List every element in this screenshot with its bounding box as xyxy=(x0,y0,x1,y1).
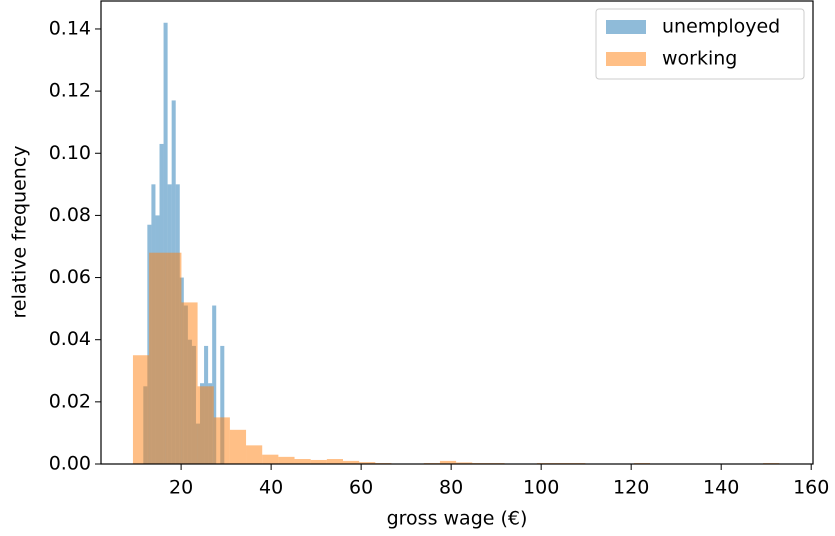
bar xyxy=(213,417,230,464)
bar xyxy=(165,252,182,464)
y-tick-label: 0.14 xyxy=(49,17,91,39)
bar xyxy=(439,460,457,464)
bar xyxy=(220,345,225,464)
legend-swatch xyxy=(606,20,646,34)
y-tick-label: 0.02 xyxy=(49,390,91,412)
bar xyxy=(278,456,295,464)
y-tick-label: 0.12 xyxy=(49,80,91,102)
bar xyxy=(342,460,360,464)
y-tick-label: 0.10 xyxy=(49,142,91,164)
bar xyxy=(310,459,327,464)
x-tick-label: 120 xyxy=(613,477,649,499)
bar xyxy=(246,445,263,464)
x-tick-label: 40 xyxy=(259,477,283,499)
bar xyxy=(229,429,247,464)
bar xyxy=(456,462,473,464)
bar xyxy=(163,22,168,464)
bar xyxy=(197,386,214,464)
bar xyxy=(181,302,198,464)
legend-swatch xyxy=(606,52,646,66)
bar xyxy=(262,454,279,464)
legend-label: working xyxy=(662,48,737,70)
bar xyxy=(149,252,166,464)
plot-frame xyxy=(100,0,814,465)
x-tick-label: 160 xyxy=(793,477,829,499)
x-tick-label: 60 xyxy=(349,477,373,499)
x-axis-label: gross wage (€) xyxy=(387,508,528,530)
x-tick-label: 140 xyxy=(703,477,739,499)
bar xyxy=(359,462,376,464)
legend-box xyxy=(595,8,805,80)
bar xyxy=(326,459,343,464)
bar xyxy=(132,355,150,464)
y-tick-label: 0.06 xyxy=(49,266,91,288)
y-tick-label: 0.08 xyxy=(49,204,91,226)
y-axis-label: relative frequency xyxy=(9,145,31,318)
bar xyxy=(212,305,217,464)
x-tick-label: 80 xyxy=(439,477,463,499)
x-tick-label: 20 xyxy=(169,477,193,499)
legend-label: unemployed xyxy=(662,16,780,38)
x-tick-label: 100 xyxy=(523,477,559,499)
y-tick-label: 0.04 xyxy=(49,328,91,350)
y-tick-label: 0.00 xyxy=(49,453,91,475)
bar xyxy=(294,459,311,464)
